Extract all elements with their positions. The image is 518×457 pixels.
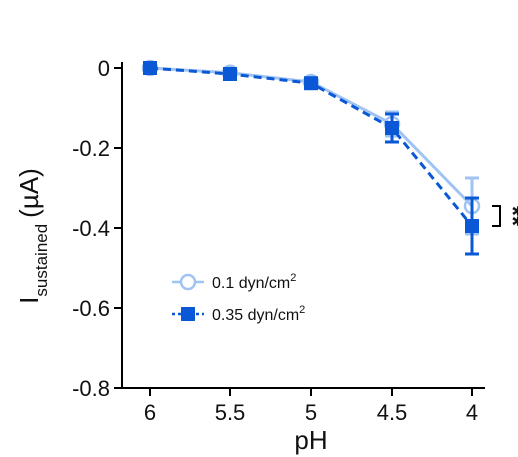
significance-label: ** <box>498 206 518 227</box>
legend-label: 0.1 dyn/cm2 <box>212 272 296 292</box>
significance-bracket <box>492 205 501 227</box>
legend-label: 0.35 dyn/cm2 <box>212 304 305 324</box>
x-tick-label: 4.5 <box>377 400 408 425</box>
y-axis: 0 -0.2 -0.4 -0.6 -0.8 Isustained (µA) <box>14 56 123 401</box>
y-axis-title-sub: sustained <box>32 224 51 297</box>
y-tick-label: -0.8 <box>72 376 110 401</box>
x-tick-label: 6 <box>144 400 156 425</box>
data-point <box>465 219 479 233</box>
x-axis-title: pH <box>294 425 327 455</box>
x-tick-label: 5 <box>305 400 317 425</box>
x-tick-label: 4 <box>466 400 478 425</box>
y-tick-label: -0.2 <box>72 136 110 161</box>
y-tick-label: -0.6 <box>72 296 110 321</box>
legend-marker <box>181 307 195 321</box>
series-2 <box>143 61 479 256</box>
data-point <box>223 67 237 81</box>
y-axis-title: Isustained (µA) <box>14 168 51 304</box>
data-point <box>385 121 399 135</box>
data-point <box>304 76 318 91</box>
series-layer <box>141 59 481 256</box>
series-line <box>149 66 474 227</box>
y-axis-title-unit: (µA) <box>14 168 44 218</box>
y-axis-title-main: I <box>14 297 44 304</box>
x-axis: 6 5.5 5 4.5 4 pH <box>122 387 485 455</box>
data-point <box>143 61 157 75</box>
legend-entry: 0.1 dyn/cm2 <box>172 272 296 292</box>
legend: 0.1 dyn/cm2 0.35 dyn/cm2 <box>172 272 305 324</box>
legend-marker <box>179 273 197 291</box>
y-tick-label: 0 <box>98 56 110 81</box>
legend-entry: 0.35 dyn/cm2 <box>172 304 305 324</box>
annotations: ** <box>492 205 518 227</box>
x-tick-label: 5.5 <box>215 400 246 425</box>
y-tick-label: -0.4 <box>72 216 110 241</box>
